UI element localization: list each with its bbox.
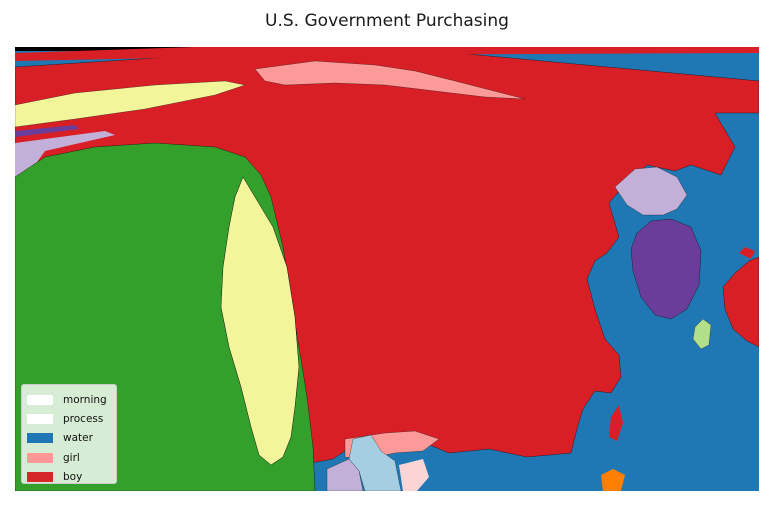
region-red-east-island <box>722 256 759 348</box>
region-pink-north <box>254 60 526 100</box>
legend-label: boy <box>63 470 83 483</box>
region-yellow-central <box>220 176 300 466</box>
legend-item: boy <box>27 467 111 486</box>
region-lavender-south <box>326 458 364 491</box>
legend-item: process <box>27 409 111 428</box>
region-red-east-small <box>739 247 755 259</box>
region-purple-east <box>630 218 702 320</box>
region-lightpink-south <box>399 459 429 491</box>
legend-swatch-morning <box>27 394 53 405</box>
legend-swatch-boy <box>27 471 53 482</box>
legend-label: process <box>63 412 104 425</box>
region-purple-west <box>15 125 79 137</box>
region-lavender-west <box>15 131 115 177</box>
region-yellow-north <box>15 80 246 128</box>
choropleth-map <box>15 47 759 491</box>
legend-swatch-girl <box>27 452 53 463</box>
region-red-small-south <box>609 405 623 441</box>
legend-item: morning <box>27 390 111 409</box>
legend-label: water <box>63 432 93 445</box>
map-area <box>15 47 759 491</box>
region-orange-south <box>601 469 625 491</box>
legend-swatch-water <box>27 433 53 444</box>
legend-item: girl <box>27 448 111 467</box>
legend-label: girl <box>63 451 80 464</box>
region-lavender-east <box>614 166 688 216</box>
legend-label: morning <box>63 393 107 406</box>
legend-swatch-process <box>27 413 53 424</box>
legend-item: water <box>27 429 111 448</box>
legend: morning process water girl boy <box>21 384 117 484</box>
region-lightgreen-island <box>692 318 712 350</box>
region-red-north <box>15 47 759 61</box>
map-title: U.S. Government Purchasing <box>265 11 509 31</box>
